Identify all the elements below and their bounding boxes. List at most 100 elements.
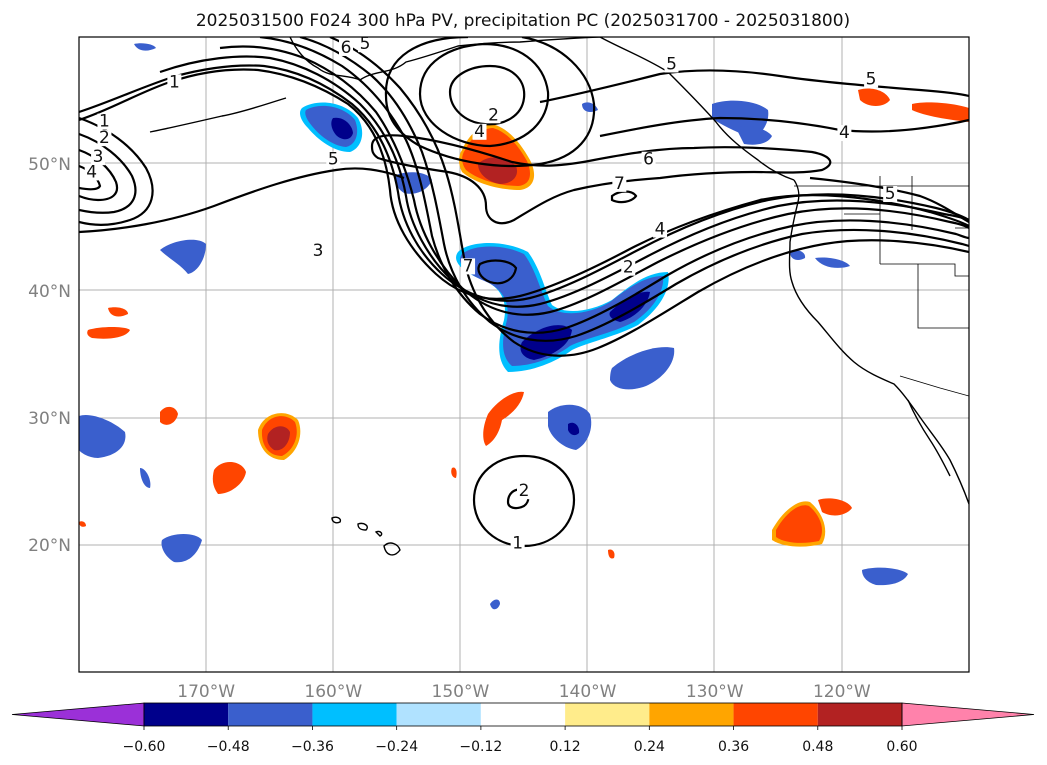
precip-positive-55n-east — [858, 88, 890, 106]
precip-positive-30n-core — [267, 426, 290, 451]
coastline-aleutians — [149, 97, 287, 133]
map-frame — [78, 36, 970, 673]
precip-negative-small-17n — [862, 567, 908, 586]
contour-label-bg — [641, 151, 656, 168]
pv-contour-ridge-6 — [299, 37, 969, 342]
pv-contour-high-5 — [384, 37, 596, 168]
precip-positive-23n-east — [818, 498, 852, 516]
colorbar-tick-label: −0.60 — [123, 739, 166, 755]
contour-label: 4 — [839, 123, 850, 143]
contour-label: 4 — [655, 220, 666, 240]
precip-positive-22n-east-inner — [776, 505, 823, 543]
colorbar-segment — [480, 703, 566, 726]
contour-label-bg — [461, 258, 476, 275]
pv-contour-ridge-7 — [329, 37, 969, 357]
precip-negative-main-band — [460, 246, 664, 366]
contour-label: 5 — [866, 70, 877, 90]
precip-negative-alaska-gulf-core — [331, 117, 353, 140]
precip-positive-21n-west — [79, 521, 86, 527]
precip-positive-36n-west — [87, 327, 130, 339]
contour-label-bg — [864, 71, 879, 88]
pv-contour-5-east — [809, 176, 969, 223]
precip-positive-30n-small — [160, 406, 178, 425]
precip-negative-30n-mid-core — [568, 422, 580, 436]
coastline-baja — [907, 399, 951, 477]
contour-label: 1 — [512, 533, 523, 553]
precip-negative-small-20n-west — [161, 534, 202, 563]
colorbar-extend-high — [901, 702, 1035, 727]
contour-label-bg — [510, 535, 525, 552]
contour-label: 2 — [488, 105, 499, 125]
contour-label: 3 — [313, 241, 324, 261]
colorbar-tick-label: 0.12 — [550, 739, 581, 755]
pv-contour-west-1 — [79, 116, 154, 226]
lon-label: 140°W — [559, 682, 617, 702]
precip-negative-main-core-2 — [609, 291, 650, 322]
lon-label: 130°W — [686, 682, 744, 702]
colorbar-tick-label: −0.24 — [375, 739, 418, 755]
contour-label-bg — [883, 186, 898, 203]
contour-label-bg — [339, 39, 353, 56]
lat-label: 20°N — [28, 536, 71, 556]
pv-contour-high-4 — [418, 42, 550, 148]
contour-label-bg — [837, 125, 852, 142]
contour-label-bg — [472, 123, 487, 140]
precip-negative-coast-50n — [736, 126, 772, 145]
contour-label: 6 — [341, 38, 352, 58]
contour-label: 5 — [360, 34, 371, 54]
colorbar-segment — [396, 703, 481, 726]
lat-label: 30°N — [28, 409, 71, 429]
pv-contour-ridge-3 — [159, 55, 969, 308]
colorbar-extend-low — [11, 702, 145, 727]
coastline-alaska — [289, 37, 601, 81]
colorbar: −0.60 −0.48 −0.36 −0.24 −0.12 0.12 0.24 0.36 0.4… — [11, 702, 1035, 755]
pv-contour-7-small — [610, 190, 638, 204]
precip-positive-19n — [608, 549, 615, 559]
lat-label: 40°N — [28, 282, 71, 302]
pv-contour-7-lobe — [477, 259, 518, 285]
pv-contour-ridge-2 — [79, 64, 969, 302]
contour-label: 5 — [885, 184, 896, 204]
colorbar-tick-label: −0.12 — [459, 739, 502, 755]
contour-label-bg — [91, 149, 106, 166]
pv-contour-west-2 — [79, 132, 137, 214]
colorbar-segment — [312, 703, 397, 726]
contour-label: 2 — [99, 128, 110, 148]
colorbar-tick-label: 0.24 — [634, 739, 665, 755]
contour-label-bg — [167, 74, 182, 91]
colorbar-segment — [733, 703, 818, 726]
contour-label-bg — [612, 175, 627, 192]
contour-label: 3 — [93, 147, 104, 167]
precip-positive-26n — [212, 461, 246, 494]
precip-negative-small-40n-west — [160, 239, 206, 274]
precip-negative-30n-west — [79, 414, 126, 458]
colorbar-tick-label: −0.48 — [207, 739, 250, 755]
precip-positive-26n-small — [451, 467, 457, 478]
contour-label: 2 — [519, 481, 530, 501]
contour-label-bg — [97, 130, 112, 147]
pv-contour-4-northeast — [599, 116, 969, 138]
lon-label: 120°W — [813, 682, 871, 702]
pv-contour-ridge-8 — [79, 167, 405, 234]
precip-negative-35n — [610, 347, 675, 390]
precip-positive-31n-streak — [483, 391, 524, 446]
contour-label: 1 — [169, 72, 180, 92]
colorbar-tick-label: −0.36 — [291, 739, 334, 755]
pv-contour-high-2 — [448, 64, 526, 126]
precip-positive-54n-east — [912, 102, 969, 122]
contour-label-bg — [358, 37, 373, 53]
precip-negative-small-15n — [490, 599, 500, 610]
contour-label-bg — [326, 151, 341, 168]
contour-label: 7 — [614, 174, 625, 194]
contour-label: 1 — [99, 112, 110, 132]
contour-label-bg — [664, 56, 679, 73]
colorbar-tick-label: 0.36 — [718, 739, 749, 755]
border-us-mexico — [899, 375, 969, 397]
latitude-labels: 50°N 40°N 30°N 20°N — [28, 155, 71, 556]
lon-label: 170°W — [177, 682, 235, 702]
contour-label: 4 — [86, 162, 97, 182]
coastline-bc — [793, 179, 800, 203]
coastline-hawaii — [331, 516, 401, 556]
